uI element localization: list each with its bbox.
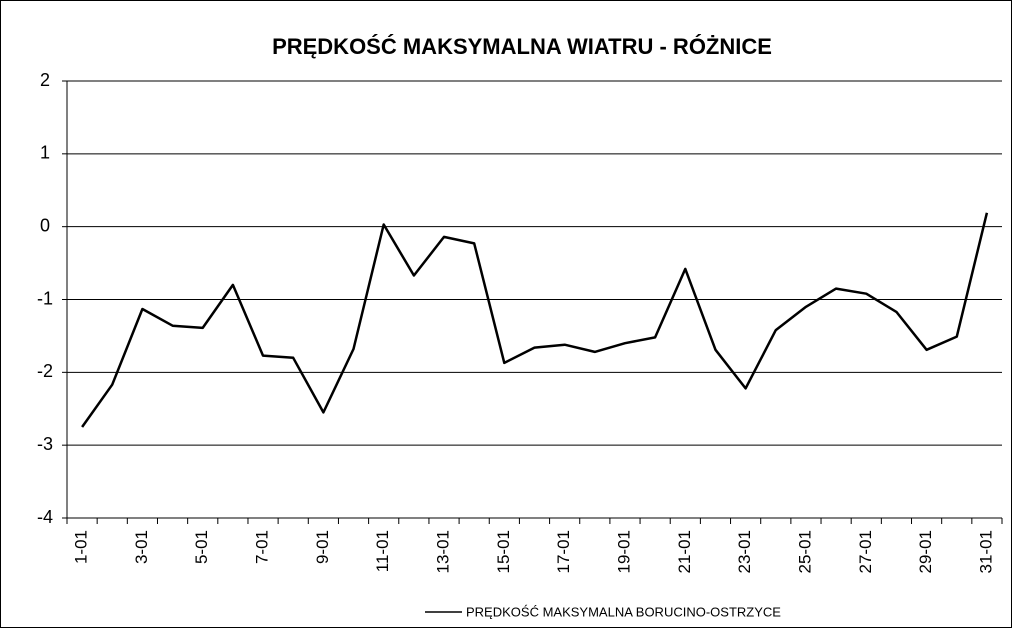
x-tick-label: 17-01 <box>554 530 573 573</box>
y-tick-label: -3 <box>37 434 53 454</box>
x-tick-label: 29-01 <box>916 530 935 573</box>
x-tick-label: 27-01 <box>856 530 875 573</box>
y-tick-label: -2 <box>37 361 53 381</box>
x-tick-label: 11-01 <box>373 530 392 572</box>
x-tick-label: 13-01 <box>434 530 453 573</box>
y-tick-label: -4 <box>37 507 53 527</box>
x-tick-label: 25-01 <box>795 530 814 573</box>
x-tick-label: 9-01 <box>313 530 332 564</box>
x-tick-label: 7-01 <box>253 530 272 564</box>
chart-title: PRĘDKOŚĆ MAKSYMALNA WIATRU - RÓŻNICE <box>272 34 772 59</box>
x-tick-label: 31-01 <box>976 530 995 573</box>
y-tick-label: 0 <box>40 215 50 235</box>
x-tick-label: 1-01 <box>72 530 91 564</box>
legend-label: PRĘDKOŚĆ MAKSYMALNA BORUCINO-OSTRZYCE <box>466 604 781 619</box>
y-tick-label: 1 <box>40 143 50 163</box>
x-tick-label: 21-01 <box>675 530 694 573</box>
x-tick-label: 5-01 <box>192 530 211 564</box>
x-tick-label: 23-01 <box>735 530 754 573</box>
x-tick-label: 19-01 <box>614 530 633 573</box>
y-tick-label: 2 <box>40 70 50 90</box>
x-tick-label: 3-01 <box>132 530 151 564</box>
y-tick-label: -1 <box>37 288 53 308</box>
series-line <box>81 212 989 428</box>
x-tick-label: 15-01 <box>494 530 513 573</box>
